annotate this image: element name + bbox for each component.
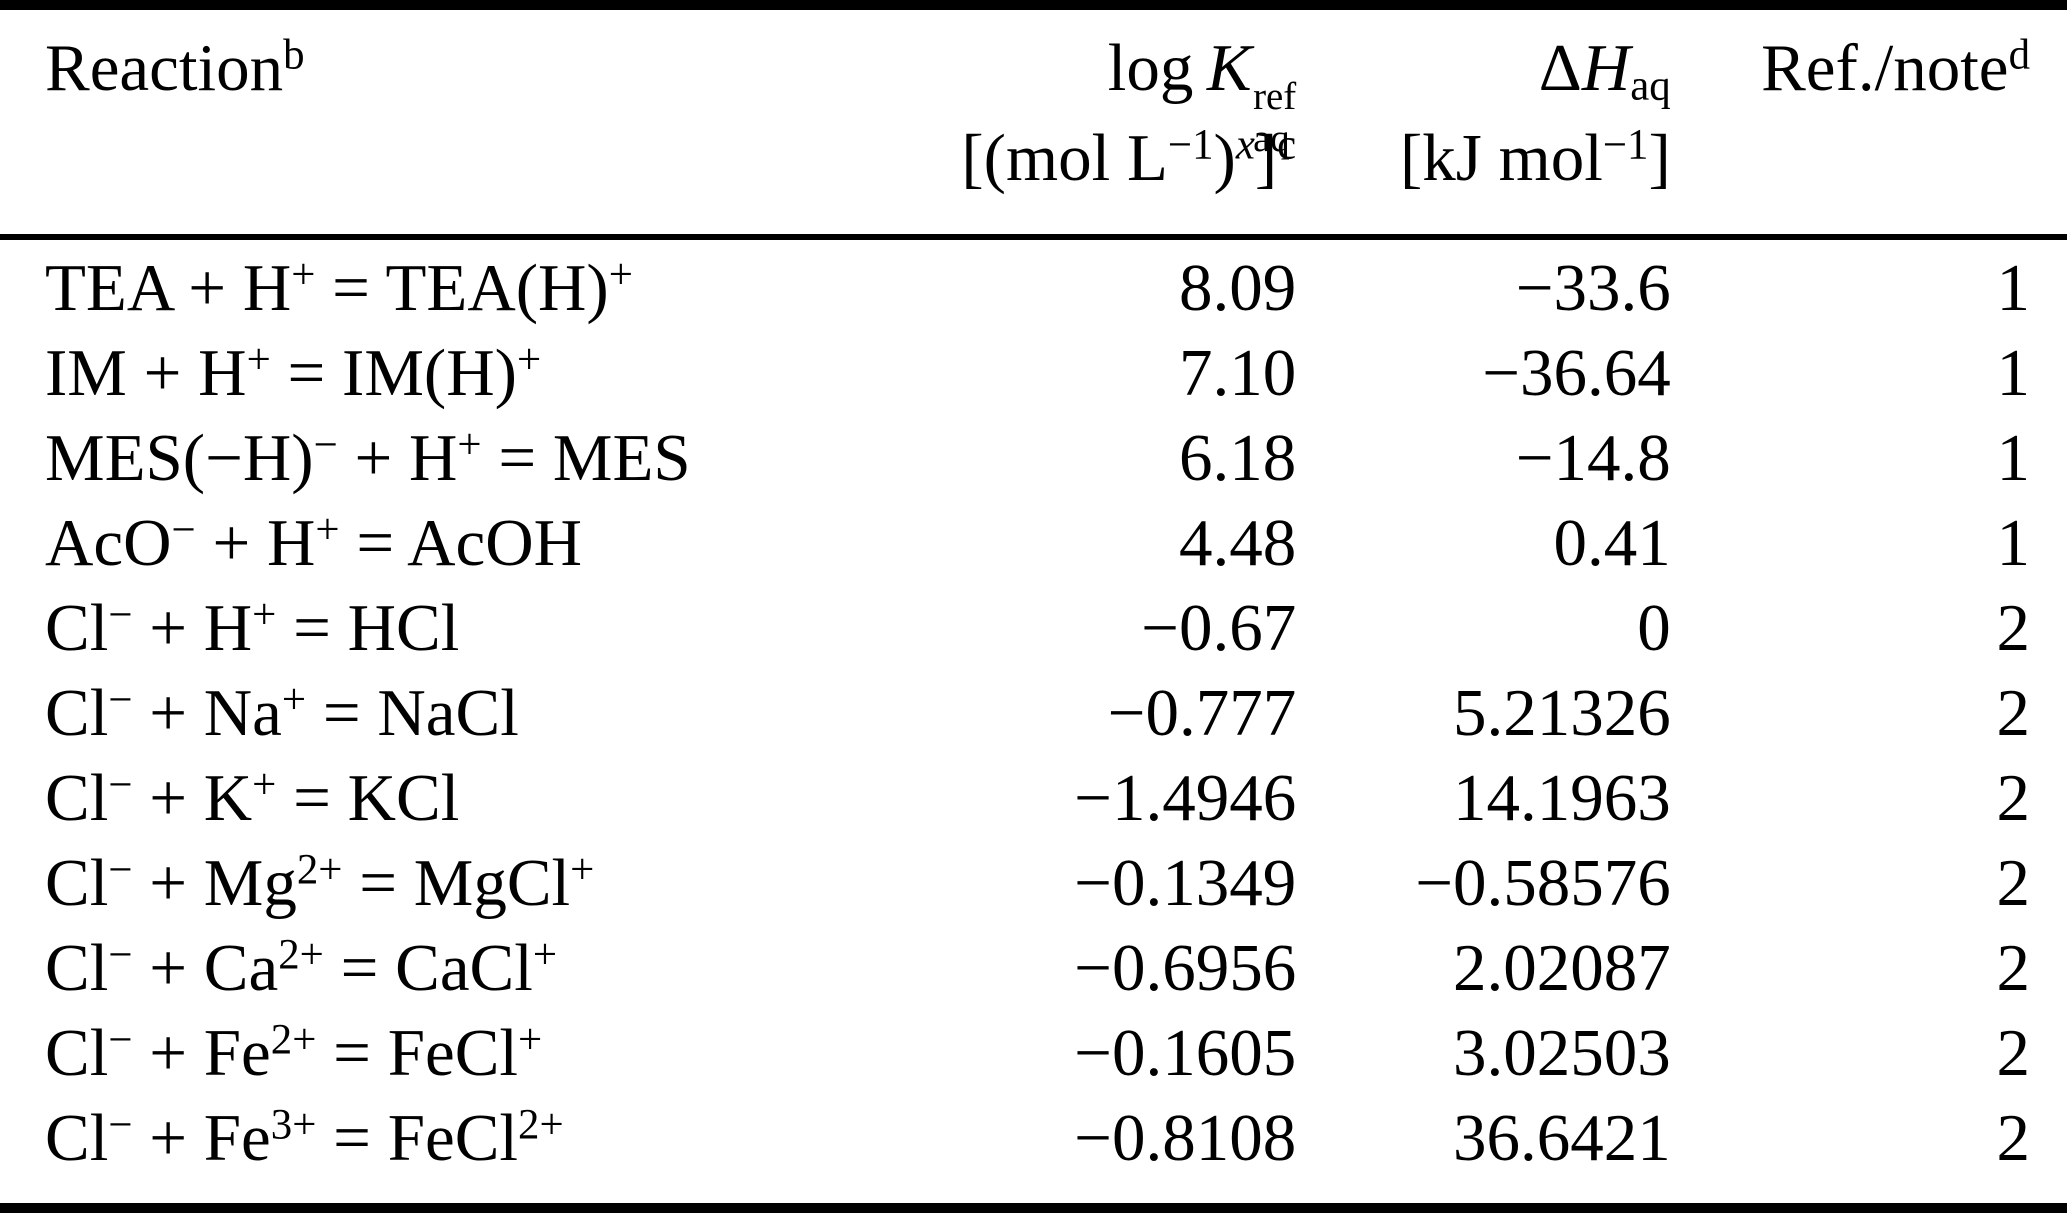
- reaction-cell: Cl− + Fe3+ = FeCl2+: [45, 1101, 564, 1175]
- logk-header-units: [(mol L−1)x]c: [961, 121, 1297, 195]
- ref-header-text: Ref./note: [1761, 31, 2009, 105]
- ref-cell: 2: [1996, 846, 2031, 920]
- ref-cell: 2: [1996, 931, 2031, 1005]
- col-header-dh: ΔHaq [kJ mol−1]: [1296, 5, 1671, 240]
- ref-cell: 2: [1996, 761, 2031, 835]
- dh-cell: 0.41: [1553, 506, 1671, 580]
- ref-cell: 1: [1996, 421, 2031, 495]
- table-row: Cl− + Ca2+ = CaCl+ −0.6956 2.02087 2: [0, 926, 2067, 1011]
- ref-cell: 1: [1996, 336, 2031, 410]
- k-superscript-ref: ref: [1253, 75, 1297, 119]
- reaction-cell: Cl− + Mg2+ = MgCl+: [45, 846, 595, 920]
- reaction-cell: MES(−H)− + H+ = MES: [45, 421, 691, 495]
- logk-cell: 6.18: [1178, 421, 1297, 495]
- ref-cell: 2: [1996, 1016, 2031, 1090]
- dh-cell: −33.6: [1515, 251, 1671, 325]
- logk-cell: 8.09: [1178, 251, 1297, 325]
- table-row: MES(−H)− + H+ = MES 6.18 −14.8 1: [0, 416, 2067, 501]
- reaction-cell: AcO− + H+ = AcOH: [45, 506, 583, 580]
- ref-cell: 2: [1996, 1101, 2031, 1175]
- reaction-cell: Cl− + Na+ = NaCl: [45, 676, 519, 750]
- reaction-cell: IM + H+ = IM(H)+: [45, 336, 542, 410]
- logk-cell: −1.4946: [1074, 761, 1297, 835]
- logk-cell: 4.48: [1178, 506, 1297, 580]
- dh-cell: 36.6421: [1453, 1101, 1671, 1175]
- logk-cell: −0.777: [1107, 676, 1297, 750]
- reaction-cell: Cl− + H+ = HCl: [45, 591, 460, 665]
- delta-symbol: Δ: [1538, 31, 1582, 105]
- h-symbol: H: [1581, 31, 1631, 105]
- dh-cell: −36.64: [1482, 336, 1671, 410]
- table-row: Cl− + Na+ = NaCl −0.777 5.21326 2: [0, 671, 2067, 756]
- reaction-cell: Cl− + K+ = KCl: [45, 761, 460, 835]
- ref-cell: 2: [1996, 676, 2031, 750]
- dh-cell: 2.02087: [1453, 931, 1671, 1005]
- table-row: Cl− + Fe3+ = FeCl2+ −0.8108 36.6421 2: [0, 1096, 2067, 1208]
- footnote-marker-d: d: [2008, 31, 2030, 79]
- reaction-cell: Cl− + Fe2+ = FeCl+: [45, 1016, 543, 1090]
- ref-cell: 1: [1996, 506, 2031, 580]
- reaction-cell: TEA + H+ = TEA(H)+: [45, 251, 633, 325]
- logk-cell: −0.1349: [1074, 846, 1297, 920]
- logk-cell: −0.67: [1141, 591, 1297, 665]
- ref-cell: 2: [1996, 591, 2031, 665]
- col-header-reaction: Reactionb: [0, 5, 962, 240]
- dh-cell: 5.21326: [1453, 676, 1671, 750]
- dh-header-units: [kJ mol−1]: [1399, 121, 1671, 195]
- table-row: Cl− + H+ = HCl −0.67 0 2: [0, 586, 2067, 671]
- reaction-header-label: Reactionb: [45, 18, 961, 118]
- footnote-marker-b: b: [283, 31, 305, 79]
- dh-cell: −0.58576: [1415, 846, 1671, 920]
- h-subscript-aq: aq: [1630, 62, 1671, 110]
- k-subscript-aq: aq: [1253, 117, 1290, 161]
- dh-cell: 14.1963: [1453, 761, 1671, 835]
- table-row: Cl− + Fe2+ = FeCl+ −0.1605 3.02503 2: [0, 1011, 2067, 1096]
- log-word: log: [1107, 31, 1194, 105]
- table-body: TEA + H+ = TEA(H)+ 8.09 −33.6 1 IM + H+ = IM…: [0, 237, 2067, 1208]
- table-row: Cl− + Mg2+ = MgCl+ −0.1349 −0.58576 2: [0, 841, 2067, 926]
- dh-cell: 0: [1637, 591, 1671, 665]
- k-symbol: K: [1206, 31, 1252, 105]
- col-header-ref: Ref./noted: [1670, 5, 2067, 240]
- dh-cell: −14.8: [1515, 421, 1671, 495]
- reaction-header-text: Reaction: [45, 31, 284, 105]
- ref-header-label: Ref./noted: [1671, 18, 2030, 118]
- k-supsub-stack: ref aq: [1253, 76, 1296, 160]
- dh-header-symbol: ΔHaq: [1296, 18, 1671, 118]
- table-row: IM + H+ = IM(H)+ 7.10 −36.64 1: [0, 331, 2067, 416]
- table-row: AcO− + H+ = AcOH 4.48 0.41 1: [0, 501, 2067, 586]
- table-row: Cl− + K+ = KCl −1.4946 14.1963 2: [0, 756, 2067, 841]
- dh-cell: 3.02503: [1453, 1016, 1671, 1090]
- reaction-cell: Cl− + Ca2+ = CaCl+: [45, 931, 558, 1005]
- logk-cell: 7.10: [1178, 336, 1297, 410]
- table-row: TEA + H+ = TEA(H)+ 8.09 −33.6 1: [0, 237, 2067, 331]
- logk-cell: −0.6956: [1074, 931, 1297, 1005]
- logk-cell: −0.8108: [1074, 1101, 1297, 1175]
- ref-cell: 1: [1996, 251, 2031, 325]
- logk-cell: −0.1605: [1074, 1016, 1297, 1090]
